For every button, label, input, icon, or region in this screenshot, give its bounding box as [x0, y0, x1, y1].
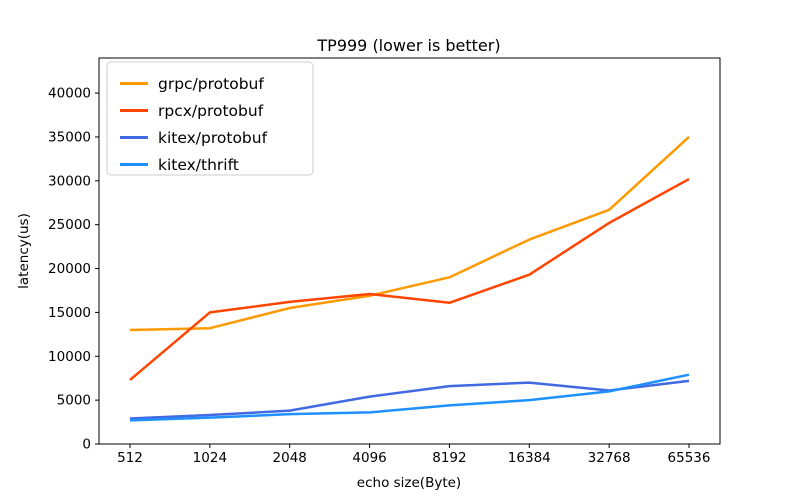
x-tick-label: 2048	[273, 450, 307, 466]
y-tick-label: 30000	[48, 173, 91, 189]
y-tick-label: 25000	[48, 217, 91, 233]
y-tick-label: 0	[82, 437, 91, 453]
legend-label-grpc-protobuf: grpc/protobuf	[158, 75, 264, 93]
x-axis-label: echo size(Byte)	[357, 475, 461, 491]
x-tick-label: 512	[117, 450, 143, 466]
series-line-kitex-thrift	[129, 373, 690, 422]
series-line-kitex-protobuf	[129, 379, 690, 420]
x-tick-label: 16384	[508, 450, 551, 466]
series-line-grpc-protobuf	[129, 136, 690, 332]
plot-frame	[98, 57, 721, 445]
x-tick-label: 65536	[668, 450, 711, 466]
legend-label-rpcx-protobuf: rpcx/protobuf	[158, 102, 264, 120]
y-tick-label: 15000	[48, 305, 91, 321]
x-tick-label: 8192	[432, 450, 466, 466]
legend-label-kitex-protobuf: kitex/protobuf	[158, 129, 268, 147]
chart-title: TP999 (lower is better)	[316, 36, 500, 55]
y-tick-label: 10000	[48, 349, 91, 365]
y-tick-label: 35000	[48, 129, 91, 145]
y-tick-label: 20000	[48, 261, 91, 277]
y-tick-label: 5000	[57, 393, 91, 409]
x-tick-label: 1024	[193, 450, 227, 466]
legend-box	[106, 61, 314, 176]
series-line-rpcx-protobuf	[129, 177, 690, 381]
y-axis-label: latency(us)	[16, 213, 32, 289]
legend-label-kitex-thrift: kitex/thrift	[158, 156, 239, 174]
x-tick-label: 32768	[588, 450, 631, 466]
chart-plot-area: 0 5000 10000 15000 20000 25000 30000 35000 40000…	[48, 57, 721, 466]
x-tick-label: 4096	[352, 450, 386, 466]
y-tick-label: 40000	[48, 86, 91, 102]
